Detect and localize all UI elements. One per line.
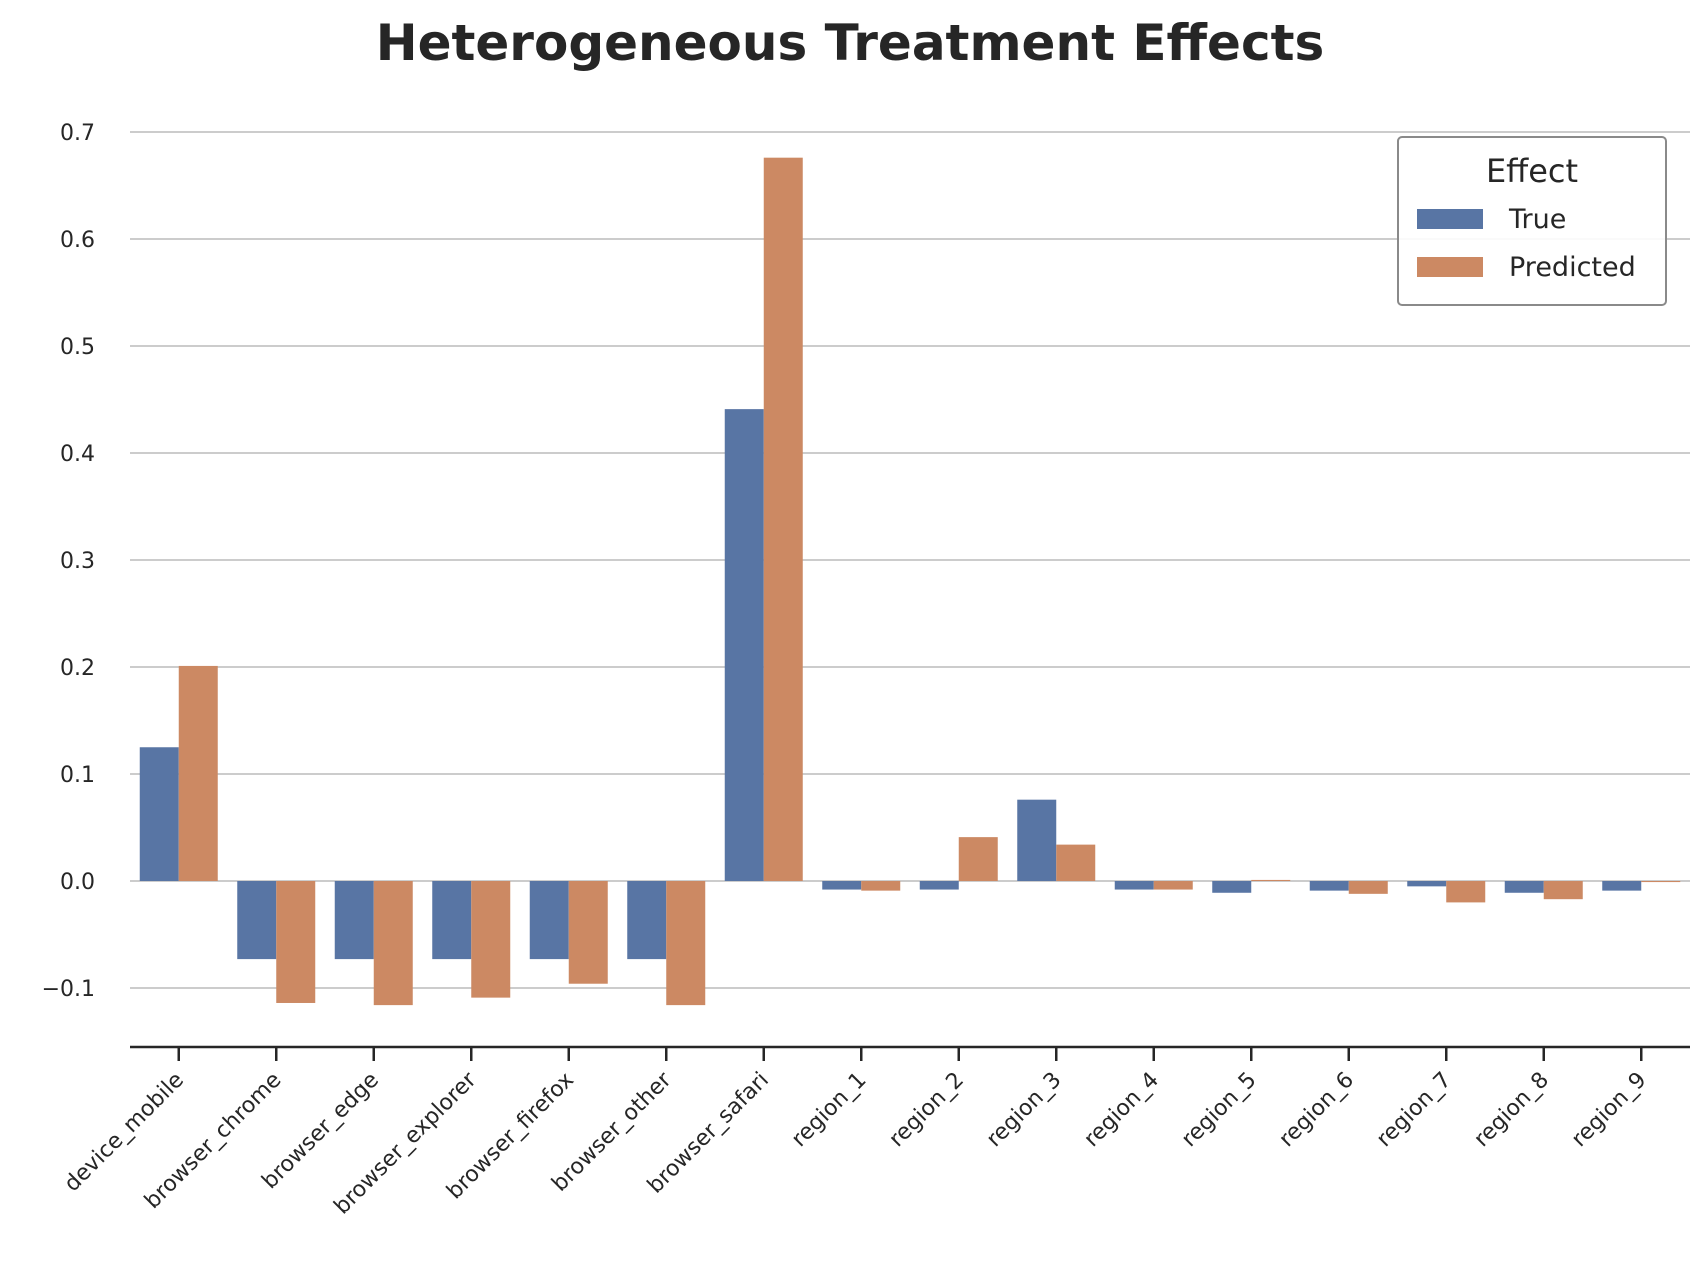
x-tick-label: region_9 — [1567, 1068, 1652, 1153]
bar-predicted-browser_firefox — [568, 881, 608, 984]
bar-predicted-browser_chrome — [276, 881, 316, 1003]
bar-predicted-region_8 — [1543, 881, 1583, 900]
x-tick-label: region_5 — [1177, 1068, 1262, 1153]
bar-predicted-region_4 — [1153, 881, 1193, 890]
x-tick-label: region_7 — [1372, 1068, 1457, 1153]
legend-swatch-predicted — [1417, 257, 1483, 277]
y-tick-label: 0.6 — [60, 228, 95, 253]
bar-true-region_6 — [1309, 881, 1349, 891]
x-tick-label: region_1 — [787, 1068, 872, 1153]
bar-true-region_8 — [1504, 881, 1544, 893]
legend-label-predicted: Predicted — [1509, 251, 1636, 283]
y-tick-label: 0.1 — [60, 763, 95, 788]
bar-true-region_9 — [1602, 881, 1642, 891]
legend-item-true: True — [1417, 203, 1567, 235]
bar-true-browser_other — [627, 881, 667, 960]
legend: Effect True Predicted — [1397, 136, 1667, 306]
y-tick-label: 0.4 — [60, 442, 95, 467]
legend-title: Effect — [1485, 152, 1579, 190]
bar-predicted-browser_explorer — [471, 881, 511, 998]
legend-item-predicted: Predicted — [1417, 251, 1636, 283]
x-tick-label: region_8 — [1469, 1068, 1554, 1153]
bar-predicted-browser_edge — [373, 881, 413, 1006]
bar-true-region_3 — [1017, 799, 1057, 881]
bar-true-region_2 — [919, 881, 959, 890]
y-tick-label: 0.7 — [60, 121, 95, 146]
bar-true-browser_explorer — [432, 881, 472, 960]
x-tick-label: region_3 — [982, 1068, 1067, 1153]
bar-predicted-region_7 — [1446, 881, 1486, 903]
bar-true-device_mobile — [139, 747, 179, 881]
bar-true-region_4 — [1114, 881, 1154, 890]
legend-swatch-true — [1417, 209, 1483, 229]
bar-predicted-device_mobile — [178, 665, 218, 881]
y-tick-label: 0.3 — [60, 549, 95, 574]
bar-true-browser_firefox — [529, 881, 569, 960]
bar-predicted-browser_safari — [763, 157, 803, 881]
bar-true-region_1 — [822, 881, 862, 890]
bar-true-region_5 — [1212, 881, 1252, 893]
y-axis-ticks: −0.1 0.0 0.1 0.2 0.3 0.4 0.5 0.6 0.7 — [42, 121, 95, 1002]
chart-title: Heterogeneous Treatment Effects — [375, 14, 1325, 72]
x-tick-label: region_2 — [884, 1068, 969, 1153]
bar-predicted-region_9 — [1641, 881, 1681, 883]
bar-predicted-region_1 — [861, 881, 901, 891]
y-tick-label: 0.2 — [60, 656, 95, 681]
y-tick-label: 0.5 — [60, 335, 95, 360]
bar-predicted-region_3 — [1056, 844, 1096, 881]
bar-true-browser_edge — [334, 881, 374, 960]
x-axis-ticks: device_mobilebrowser_chromebrowser_edgeb… — [60, 1047, 1652, 1220]
bar-predicted-region_6 — [1348, 881, 1388, 894]
bar-true-browser_safari — [724, 409, 764, 881]
y-tick-label: −0.1 — [42, 977, 95, 1002]
bar-true-region_7 — [1407, 881, 1447, 887]
bars — [139, 157, 1681, 1006]
bar-predicted-browser_other — [666, 881, 706, 1006]
legend-label-true: True — [1509, 203, 1567, 235]
x-tick-label: region_6 — [1274, 1068, 1359, 1153]
bar-true-browser_chrome — [237, 881, 277, 960]
x-tick-label: region_4 — [1079, 1068, 1164, 1153]
bar-predicted-region_5 — [1251, 879, 1291, 881]
y-tick-label: 0.0 — [60, 870, 95, 895]
bar-predicted-region_2 — [958, 837, 998, 881]
